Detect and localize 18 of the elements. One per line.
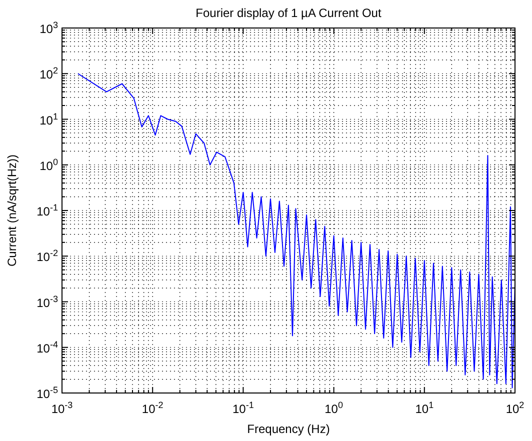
- x-tick-label: 10$^{-2}$: [142, 400, 164, 416]
- x-axis-title: Frequency (Hz): [247, 422, 330, 436]
- y-tick-label: 10$^{-1}$: [36, 202, 58, 218]
- y-tick-label: 10$^{-3}$: [36, 294, 58, 310]
- chart-title: Fourier display of 1 µA Current Out: [196, 6, 382, 20]
- x-tick-label: 10$^{2}$: [506, 400, 524, 416]
- x-tick-label: 10$^{-1}$: [232, 400, 254, 416]
- y-tick-label: 10$^{-2}$: [36, 248, 58, 264]
- y-tick-label: 10$^{-4}$: [36, 339, 58, 356]
- x-tick-label: 10$^{1}$: [415, 400, 434, 416]
- y-tick-label: 10$^{3}$: [40, 20, 58, 36]
- y-tick-label: 10$^{-5}$: [36, 385, 58, 401]
- y-tick-label: 10$^{1}$: [40, 111, 58, 128]
- y-axis-title: Current (nA/sqrt(Hz)): [5, 154, 19, 267]
- x-tick-label: 10$^{-3}$: [51, 400, 73, 416]
- y-tick-label: 10$^{2}$: [40, 66, 58, 82]
- y-tick-label: 10$^{0}$: [40, 156, 58, 173]
- x-tick-label: 10$^{0}$: [324, 400, 343, 416]
